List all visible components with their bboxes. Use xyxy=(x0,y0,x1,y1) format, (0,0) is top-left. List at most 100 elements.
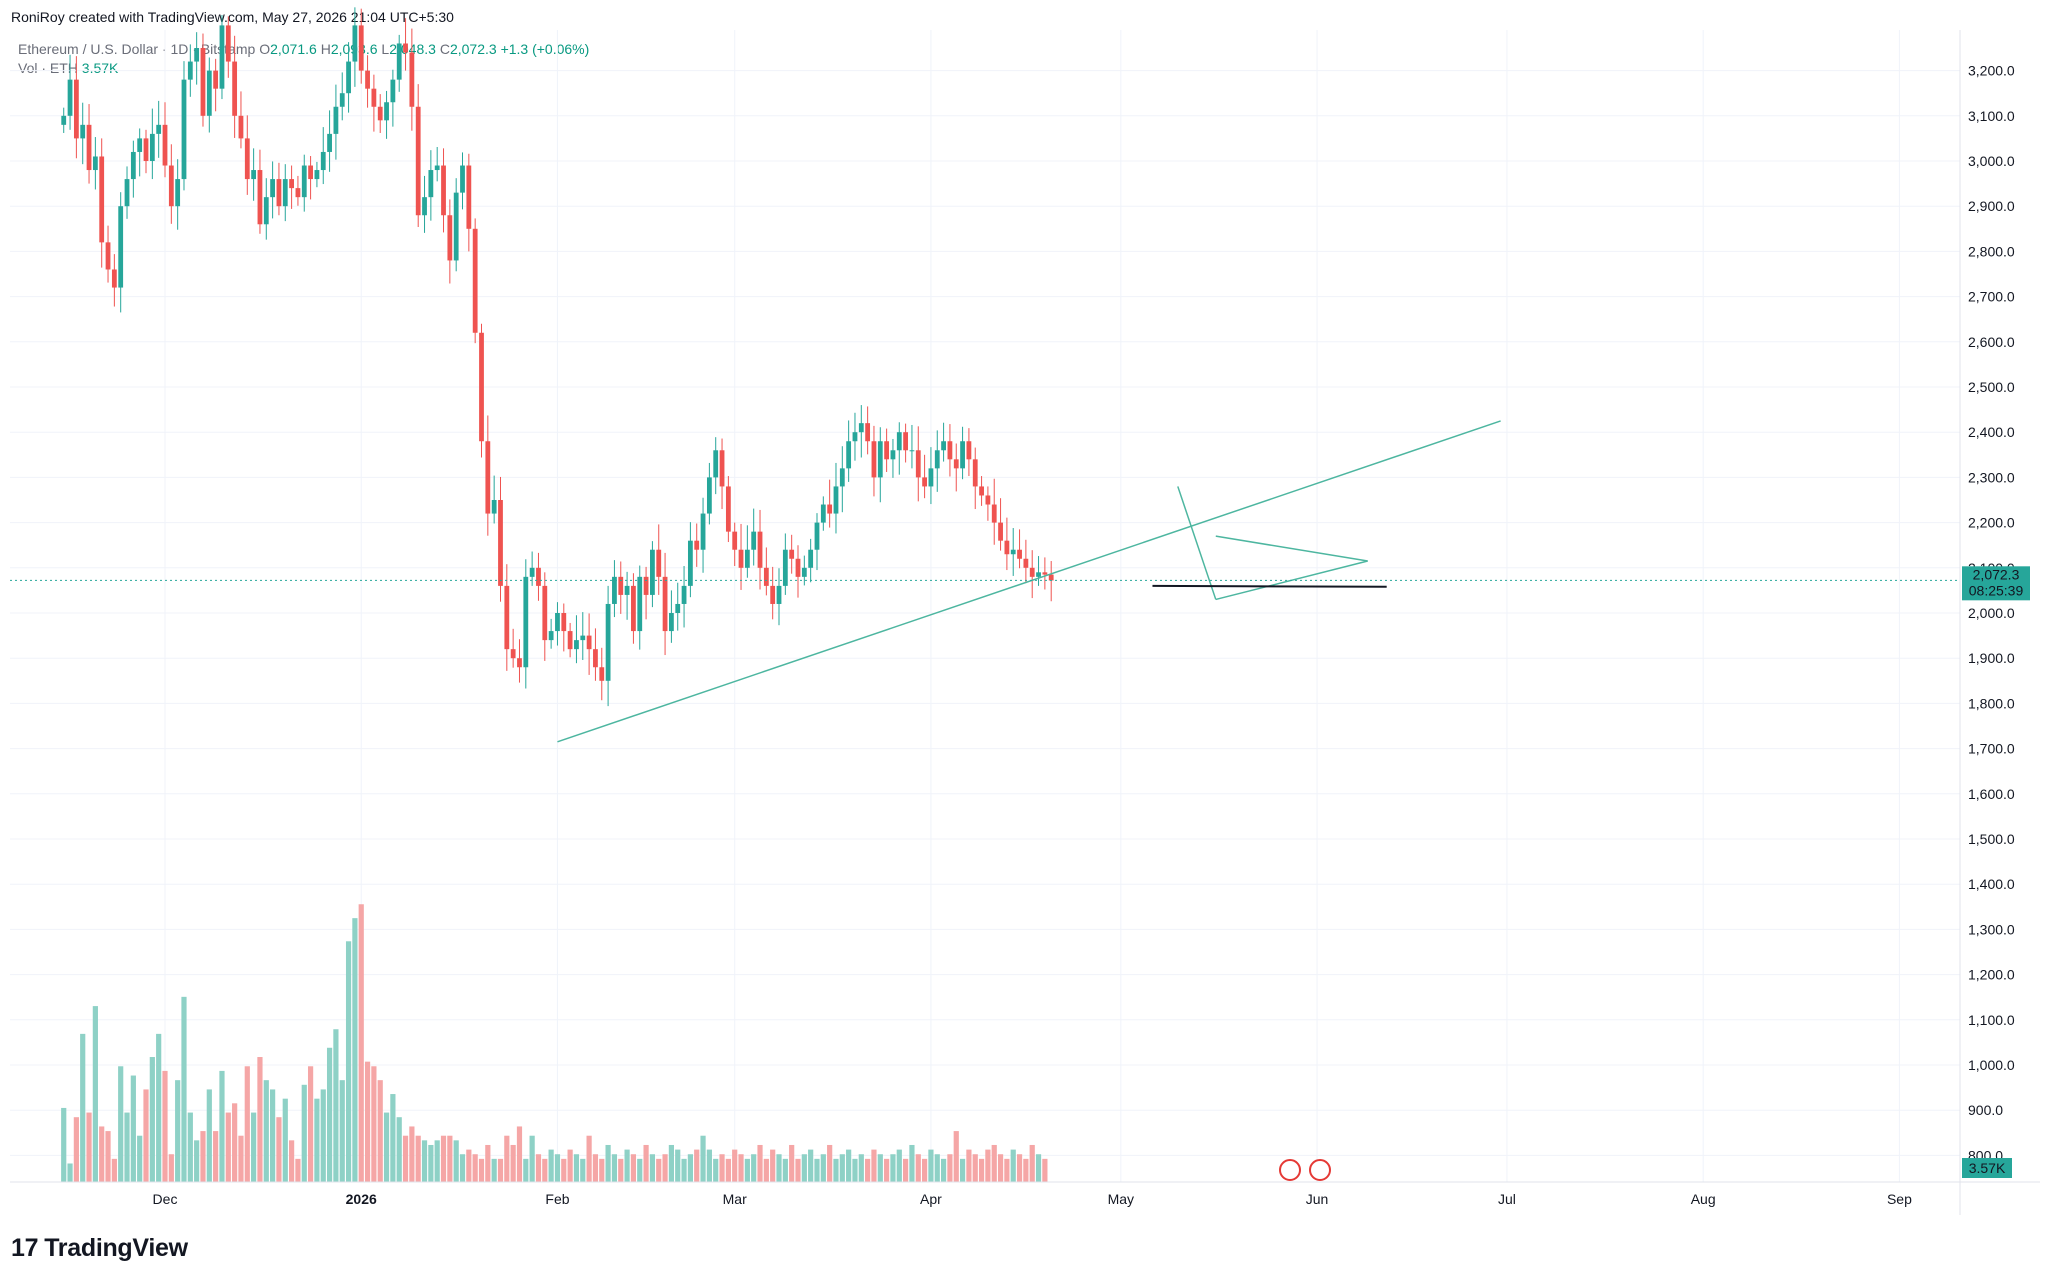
candle-body xyxy=(472,228,478,333)
volume-bar xyxy=(459,1154,466,1182)
candle-body xyxy=(846,441,852,469)
candle-body xyxy=(194,48,200,62)
y-tick-label: 2,800.0 xyxy=(1968,243,2015,259)
volume-bar xyxy=(345,941,352,1182)
candle-body xyxy=(858,423,864,433)
volume-bar xyxy=(529,1135,535,1182)
volume-bar xyxy=(415,1135,421,1182)
volume-tag xyxy=(1962,1158,2012,1178)
change-value: +1.3 (+0.06%) xyxy=(500,41,590,57)
candle-body xyxy=(770,585,776,604)
candle-body xyxy=(1048,574,1054,581)
volume-bar xyxy=(694,1149,700,1182)
volume-bar xyxy=(440,1135,447,1182)
x-tick-label: Feb xyxy=(545,1191,569,1207)
tradingview-brand[interactable]: 17 TradingView xyxy=(11,1234,188,1263)
candle-body xyxy=(396,43,402,80)
volume-bar xyxy=(801,1154,807,1182)
trendline-flag-left-leg xyxy=(1177,486,1217,600)
volume-bar xyxy=(833,1158,839,1182)
volume-label[interactable]: Vol · ETH xyxy=(18,60,78,76)
volume-bar xyxy=(624,1149,630,1182)
volume-bar xyxy=(858,1154,864,1182)
candle-body xyxy=(637,576,643,632)
candle-body xyxy=(706,477,712,514)
volume-bar xyxy=(675,1149,681,1182)
candle-body xyxy=(1010,549,1016,555)
volume-bar xyxy=(997,1154,1004,1182)
brand-name: TradingView xyxy=(44,1234,188,1262)
candle-body xyxy=(934,450,940,469)
volume-bar xyxy=(890,1154,896,1182)
candle-body xyxy=(295,188,301,198)
candle-body xyxy=(137,138,143,152)
trendline-ascending-support xyxy=(557,420,1501,743)
y-tick-label: 2,400.0 xyxy=(1968,424,2015,440)
candle-body xyxy=(327,133,332,152)
candle-body xyxy=(105,242,111,270)
candle-body xyxy=(732,531,738,550)
candle-body xyxy=(371,88,377,107)
close-value: 2,072.3 xyxy=(449,41,497,57)
volume-bar xyxy=(232,1103,238,1182)
volume-bar xyxy=(542,1158,548,1182)
volume-bar xyxy=(580,1158,586,1182)
volume-bar xyxy=(909,1144,915,1182)
candle-body xyxy=(238,115,244,139)
volume-bar xyxy=(656,1158,662,1182)
candle-body xyxy=(877,441,883,478)
volume-bar xyxy=(447,1135,453,1182)
y-tick-label: 1,900.0 xyxy=(1968,650,2015,666)
volume-bar xyxy=(966,1149,972,1182)
volume-bar xyxy=(915,1154,921,1182)
y-tick-label: 2,700.0 xyxy=(1968,289,2015,305)
candle-body xyxy=(744,549,750,568)
volume-bar xyxy=(586,1135,592,1182)
candle-body xyxy=(998,522,1003,541)
volume-bar xyxy=(1042,1158,1048,1182)
candle-body xyxy=(681,585,687,604)
volume-bar xyxy=(206,1089,212,1182)
volume-bar xyxy=(383,1112,390,1182)
candle-body xyxy=(276,179,282,207)
candle-body xyxy=(479,332,484,442)
candle-body xyxy=(719,450,725,487)
volume-value: 3.57K xyxy=(81,60,119,76)
volume-bar xyxy=(149,1057,155,1182)
candle-body xyxy=(1042,572,1048,575)
volume-bar xyxy=(295,1158,301,1182)
volume-bar xyxy=(428,1144,434,1182)
volume-bar xyxy=(947,1154,953,1182)
candle-body xyxy=(909,450,915,452)
volume-bar xyxy=(846,1149,852,1182)
volume-bar xyxy=(276,1117,282,1182)
candle-body xyxy=(181,79,187,180)
volume-bar xyxy=(434,1140,440,1182)
candlesticks xyxy=(61,7,1054,707)
x-tick-label: May xyxy=(1108,1191,1134,1207)
volume-bar xyxy=(1010,1149,1016,1182)
volume-bar xyxy=(978,1158,985,1182)
candle-body xyxy=(884,441,890,460)
candle-body xyxy=(1036,572,1041,577)
candle-body xyxy=(574,640,579,650)
volume-bar xyxy=(326,1047,333,1182)
volume-bar xyxy=(738,1154,744,1182)
candle-body xyxy=(700,513,706,550)
volume-bar xyxy=(181,996,187,1182)
volume-bar xyxy=(592,1154,599,1182)
candle-body xyxy=(225,25,231,62)
y-tick-label: 1,600.0 xyxy=(1968,786,2015,802)
y-tick-label: 1,300.0 xyxy=(1968,921,2015,937)
candle-body xyxy=(814,522,820,550)
candle-body xyxy=(966,441,972,460)
volume-bar xyxy=(80,1033,86,1182)
candle-body xyxy=(656,549,662,577)
candle-body xyxy=(896,432,902,451)
volume-bar xyxy=(573,1154,580,1182)
candle-body xyxy=(61,115,67,125)
last-price-tag xyxy=(1962,566,2030,601)
volume-bar xyxy=(67,1163,73,1182)
volume-bar xyxy=(687,1154,693,1182)
